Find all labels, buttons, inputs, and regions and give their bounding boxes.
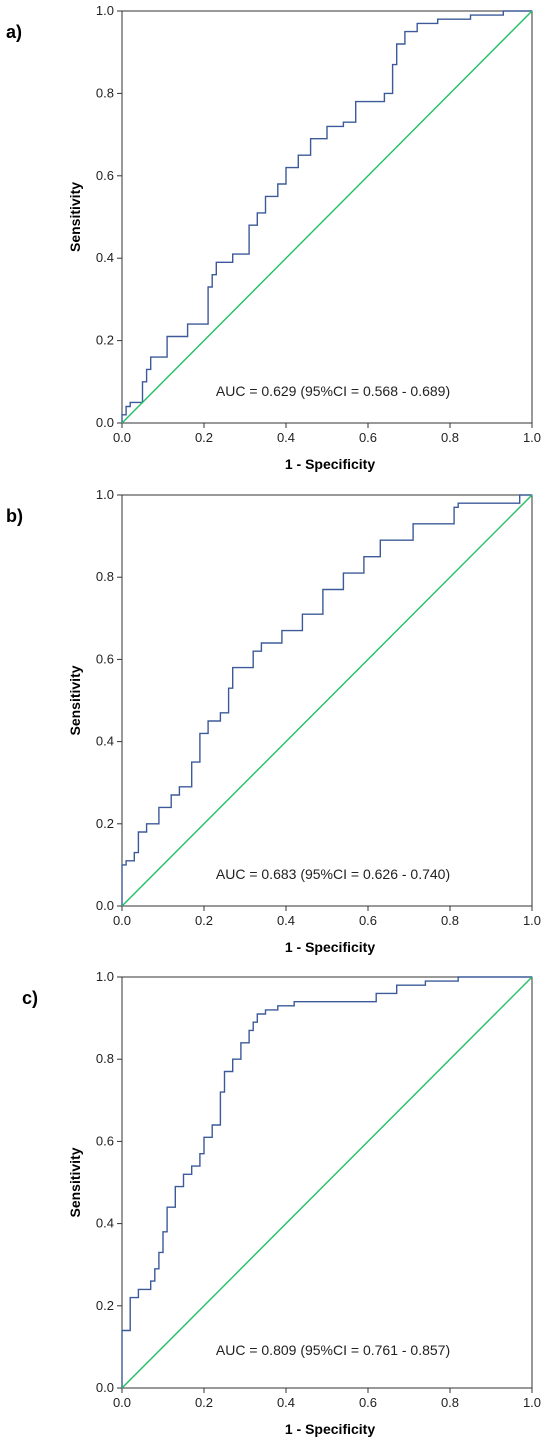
panel-a-y-tick-label: 0.4 bbox=[96, 250, 114, 265]
panel-c-y-tick-label: 0.6 bbox=[96, 1133, 114, 1148]
panel-c-y-tick-label: 0.2 bbox=[96, 1298, 114, 1313]
panel-a-y-tick-label: 0.2 bbox=[96, 333, 114, 348]
panel-a-label: a) bbox=[6, 22, 22, 42]
panel-b-reference-line bbox=[121, 494, 533, 907]
panel-b-y-tick-label: 0.6 bbox=[96, 651, 114, 666]
panel-c-x-axis-label: 1 - Specificity bbox=[285, 1421, 375, 1437]
panel-b-x-tick-label: 0.0 bbox=[113, 913, 131, 928]
panel-c-y-tick-label: 0.4 bbox=[96, 1216, 114, 1231]
panel-a-x-tick-label: 0.4 bbox=[277, 430, 295, 445]
panel-a-y-tick-label: 0.6 bbox=[96, 168, 114, 183]
panel-a-x-tick-label: 1.0 bbox=[523, 430, 541, 445]
panel-a-y-axis-label: Sensitivity bbox=[67, 182, 83, 252]
panel-a-roc-curve bbox=[121, 10, 532, 423]
panel-a-y-tick-label: 0.8 bbox=[96, 85, 114, 100]
panel-b: b) 0.00.0 0.2 0.2 0.4 0.4 0.6 0.6 0.8 0.8 1.0 1.0 1 … bbox=[6, 487, 541, 955]
panel-c-y-tick-label: 0.0 bbox=[96, 1380, 114, 1395]
panel-b-label: b) bbox=[6, 506, 23, 526]
panel-c-x-tick-label: 0.8 bbox=[441, 1395, 459, 1410]
panel-c-x-tick-label: 1.0 bbox=[523, 1395, 541, 1410]
panel-b-x-tick-label: 0.8 bbox=[441, 913, 459, 928]
panel-a-reference-line bbox=[121, 10, 533, 424]
panel-b-x-tick-label: 0.4 bbox=[277, 913, 295, 928]
panel-a-x-tick-label: 0.0 bbox=[113, 430, 131, 445]
panel-c-x-tick-label: 0.4 bbox=[277, 1395, 295, 1410]
panel-c-roc-curve bbox=[121, 976, 532, 1388]
panel-b-auc-annotation: AUC = 0.683 (95%CI = 0.626 - 0.740) bbox=[216, 866, 450, 882]
panel-a-x-tick-label: 0.6 bbox=[359, 430, 377, 445]
panel-c-reference-line bbox=[121, 976, 533, 1389]
panel-c-label: c) bbox=[22, 988, 38, 1008]
panel-b-roc-curve bbox=[121, 494, 532, 906]
panel-a-x-tick-label: 0.2 bbox=[195, 430, 213, 445]
panel-b-y-tick-label: 0.8 bbox=[96, 569, 114, 584]
panel-b-y-axis-label: Sensitivity bbox=[67, 665, 83, 735]
panel-b-y-tick-label: 0.2 bbox=[96, 816, 114, 831]
panel-c-auc-annotation: AUC = 0.809 (95%CI = 0.761 - 0.857) bbox=[216, 1342, 450, 1358]
panel-b-y-tick-label: 1.0 bbox=[96, 487, 114, 502]
panel-a-x-tick-label: 0.8 bbox=[441, 430, 459, 445]
panel-b-y-tick-label: 0.4 bbox=[96, 734, 114, 749]
panel-c-x-tick-label: 0.2 bbox=[195, 1395, 213, 1410]
panel-c-x-tick-label: 0.6 bbox=[359, 1395, 377, 1410]
panel-a-y-tick-label: 0.0 bbox=[96, 415, 114, 430]
panel-c-y-tick-label: 0.8 bbox=[96, 1051, 114, 1066]
panel-c-y-axis-label: Sensitivity bbox=[67, 1147, 83, 1217]
panel-b-x-tick-label: 0.6 bbox=[359, 913, 377, 928]
panel-c: c) 0.00.0 0.2 0.2 0.4 0.4 0.6 0.6 0.8 0.8 1.0 1.0 1 … bbox=[22, 969, 541, 1437]
panel-c-y-tick-label: 1.0 bbox=[96, 969, 114, 984]
panel-a: a) 0.00.0 0.2 0.2 0.4 0.4 0.6 0.6 0.8 0.8 1.0 1.0 1 … bbox=[6, 3, 541, 472]
panel-a-y-tick-label: 1.0 bbox=[96, 3, 114, 18]
panel-b-x-axis-label: 1 - Specificity bbox=[285, 939, 375, 955]
panel-a-auc-annotation: AUC = 0.629 (95%CI = 0.568 - 0.689) bbox=[216, 383, 450, 399]
panel-a-x-axis-label: 1 - Specificity bbox=[285, 456, 375, 472]
panel-b-x-tick-label: 0.2 bbox=[195, 913, 213, 928]
panel-b-y-tick-label: 0.0 bbox=[96, 898, 114, 913]
panel-b-x-tick-label: 1.0 bbox=[523, 913, 541, 928]
panel-c-x-tick-label: 0.0 bbox=[113, 1395, 131, 1410]
